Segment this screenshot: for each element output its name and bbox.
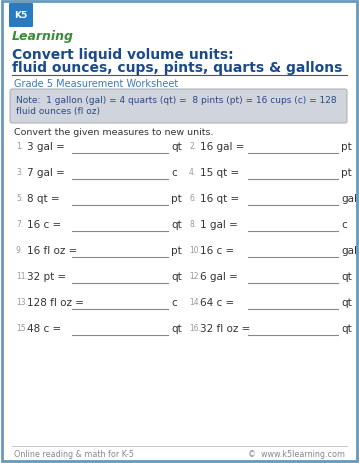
- Text: Note:  1 gallon (gal) = 4 quarts (qt) =  8 pints (pt) = 16 cups (c) = 128: Note: 1 gallon (gal) = 4 quarts (qt) = 8…: [16, 96, 337, 105]
- Text: qt: qt: [341, 323, 352, 333]
- Text: 128 fl oz =: 128 fl oz =: [27, 297, 84, 307]
- Text: Grade 5 Measurement Worksheet: Grade 5 Measurement Worksheet: [14, 79, 178, 89]
- Text: 15.: 15.: [16, 323, 28, 332]
- Text: qt: qt: [171, 271, 182, 282]
- Text: 7.: 7.: [16, 219, 23, 229]
- Text: 16 qt =: 16 qt =: [200, 194, 239, 204]
- Text: 6 gal =: 6 gal =: [200, 271, 238, 282]
- Text: 11.: 11.: [16, 271, 28, 281]
- Text: 1 gal =: 1 gal =: [200, 219, 238, 230]
- Text: Learning: Learning: [12, 30, 74, 43]
- Text: gal: gal: [341, 245, 357, 256]
- Text: fluid ounces (fl oz): fluid ounces (fl oz): [16, 107, 100, 116]
- Text: 7 gal =: 7 gal =: [27, 168, 65, 178]
- Text: 64 c =: 64 c =: [200, 297, 234, 307]
- Text: ©  www.k5learning.com: © www.k5learning.com: [248, 449, 345, 458]
- Text: qt: qt: [171, 142, 182, 152]
- Text: 1.: 1.: [16, 142, 23, 150]
- Text: 14.: 14.: [189, 297, 201, 307]
- Text: qt: qt: [341, 297, 352, 307]
- Text: 16 gal =: 16 gal =: [200, 142, 244, 152]
- Text: c: c: [341, 219, 347, 230]
- Text: 3 gal =: 3 gal =: [27, 142, 65, 152]
- Text: 16 c =: 16 c =: [27, 219, 61, 230]
- Text: 32 pt =: 32 pt =: [27, 271, 66, 282]
- Text: 13.: 13.: [16, 297, 28, 307]
- Text: pt: pt: [171, 194, 182, 204]
- Text: c: c: [171, 297, 177, 307]
- Text: qt: qt: [171, 219, 182, 230]
- Text: pt: pt: [171, 245, 182, 256]
- Text: fluid ounces, cups, pints, quarts & gallons: fluid ounces, cups, pints, quarts & gall…: [12, 61, 342, 75]
- Text: 48 c =: 48 c =: [27, 323, 61, 333]
- Text: pt: pt: [341, 168, 352, 178]
- Text: 8.: 8.: [189, 219, 196, 229]
- Text: Online reading & math for K-5: Online reading & math for K-5: [14, 449, 134, 458]
- Text: qt: qt: [171, 323, 182, 333]
- Text: 16.: 16.: [189, 323, 201, 332]
- Text: 16 c =: 16 c =: [200, 245, 234, 256]
- Text: c: c: [171, 168, 177, 178]
- Text: qt: qt: [341, 271, 352, 282]
- Text: pt: pt: [341, 142, 352, 152]
- Text: 16 fl oz =: 16 fl oz =: [27, 245, 78, 256]
- Text: 2.: 2.: [189, 142, 196, 150]
- Text: K5: K5: [14, 12, 28, 20]
- Text: 5.: 5.: [16, 194, 23, 202]
- Text: 15 qt =: 15 qt =: [200, 168, 239, 178]
- FancyBboxPatch shape: [10, 90, 347, 124]
- Text: 10.: 10.: [189, 245, 201, 255]
- Text: 8 qt =: 8 qt =: [27, 194, 60, 204]
- FancyBboxPatch shape: [9, 4, 33, 28]
- Text: 32 fl oz =: 32 fl oz =: [200, 323, 250, 333]
- Text: Convert liquid volume units:: Convert liquid volume units:: [12, 48, 234, 62]
- Text: 9.: 9.: [16, 245, 23, 255]
- Text: 3.: 3.: [16, 168, 23, 176]
- Text: 6.: 6.: [189, 194, 196, 202]
- Text: gal: gal: [341, 194, 357, 204]
- Text: Convert the given measures to new units.: Convert the given measures to new units.: [14, 128, 214, 137]
- Text: 12.: 12.: [189, 271, 201, 281]
- Text: 4.: 4.: [189, 168, 196, 176]
